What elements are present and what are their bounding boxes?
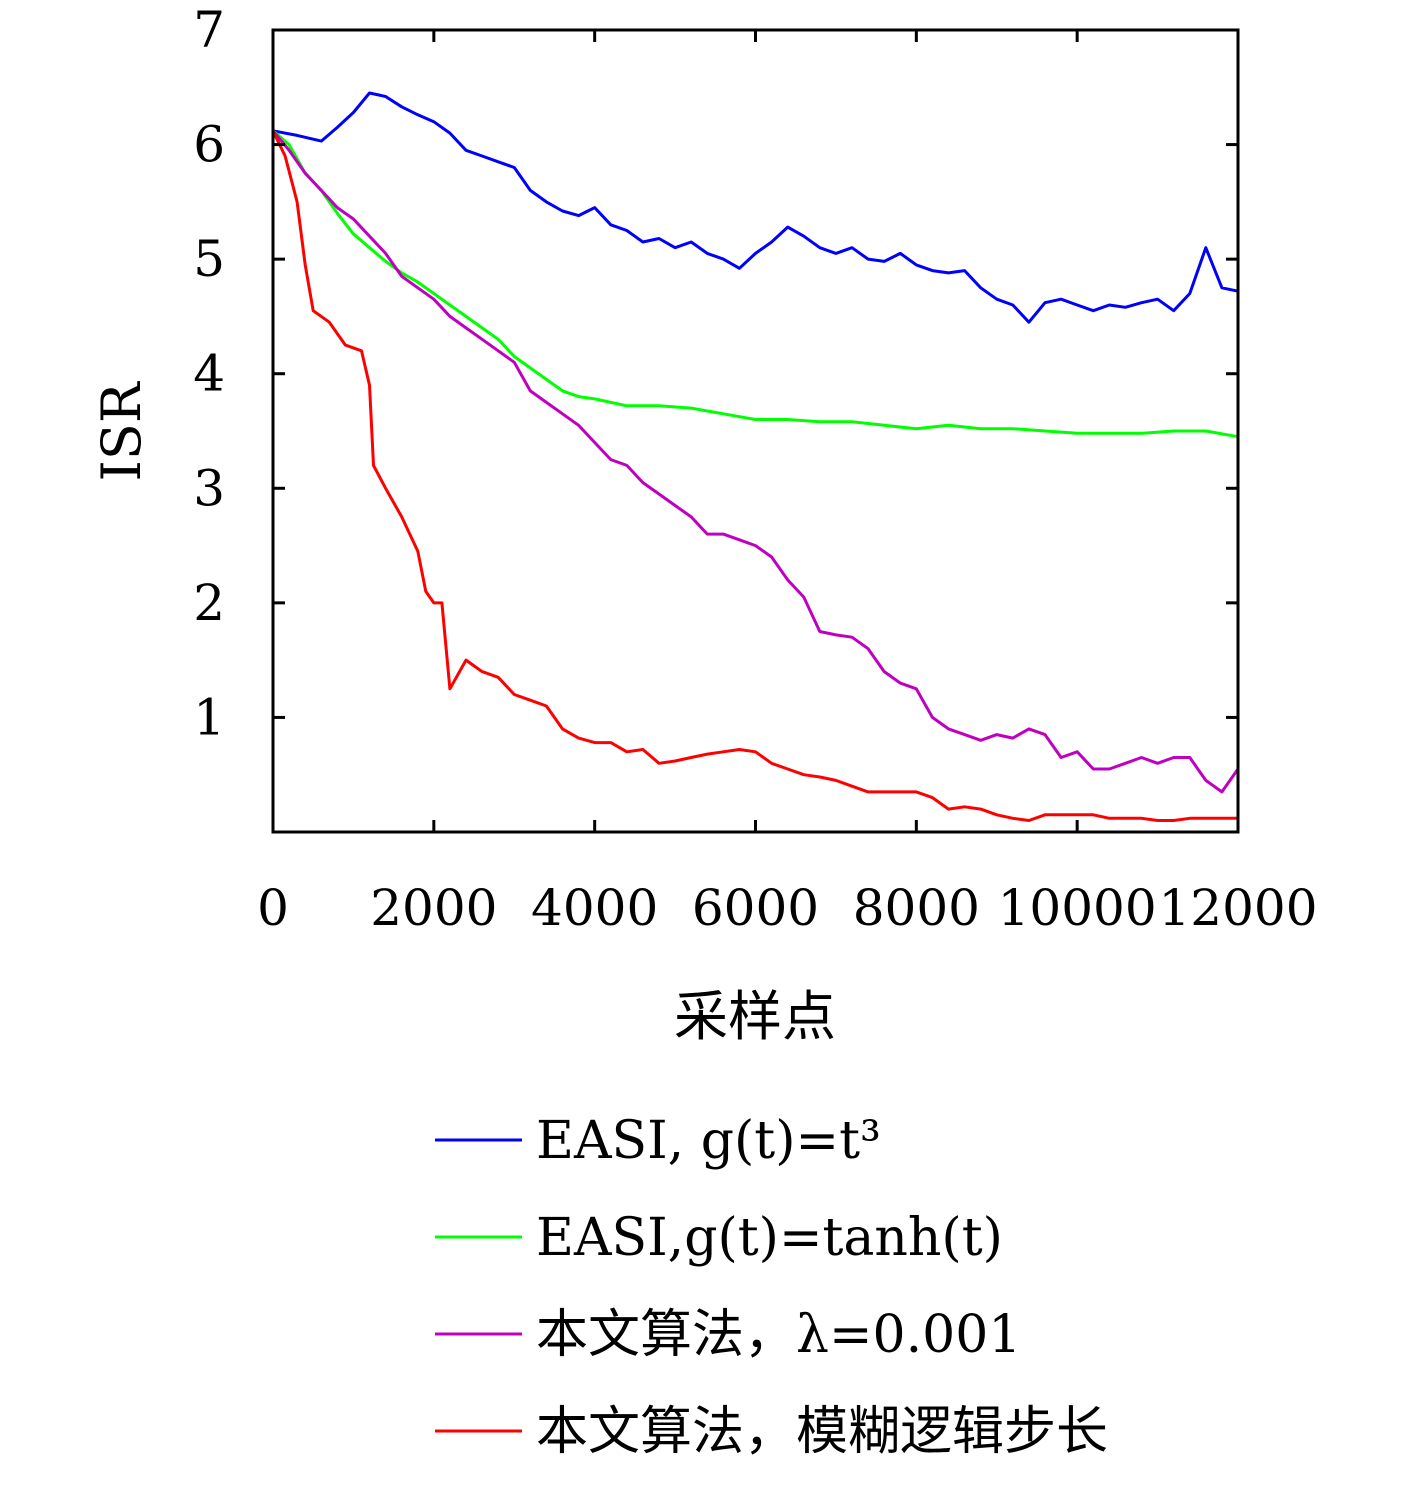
series-line-3 bbox=[271, 129, 1240, 794]
x-tick-label: 8000 bbox=[853, 879, 980, 937]
y-tick-label: 1 bbox=[193, 688, 225, 746]
y-tick-label: 6 bbox=[193, 116, 225, 174]
series-line-1 bbox=[272, 91, 1239, 324]
x-tick-label: 4000 bbox=[531, 879, 658, 937]
y-tick-label: 5 bbox=[193, 230, 225, 288]
y-tick-label: 7 bbox=[193, 1, 225, 59]
x-tick-label: 12000 bbox=[1158, 879, 1317, 937]
series-layer bbox=[271, 91, 1240, 822]
legend: EASI, g(t)=t³ EASI,g(t)=tanh(t) 本文算法，λ=0.0… bbox=[435, 1111, 1108, 1462]
legend-label-1: EASI, g(t)=t³ bbox=[536, 1111, 881, 1171]
x-tick-label: 2000 bbox=[370, 879, 497, 937]
y-tick-label: 3 bbox=[193, 459, 225, 517]
y-tick-label: 4 bbox=[193, 345, 225, 403]
x-axis-title: 采样点 bbox=[674, 985, 836, 1048]
series-line-2 bbox=[272, 129, 1239, 439]
x-tick-label: 0 bbox=[257, 879, 289, 937]
legend-label-4: 本文算法，模糊逻辑步长 bbox=[536, 1402, 1108, 1462]
ticks-layer: 0 2000 4000 6000 8000 10000 12000 1 2 3 4 5 6 7 bbox=[193, 1, 1317, 937]
series-line-4 bbox=[271, 130, 1238, 822]
y-axis-title: ISR bbox=[90, 381, 153, 481]
x-tick-label: 10000 bbox=[998, 879, 1157, 937]
legend-label-3: 本文算法，λ=0.001 bbox=[536, 1305, 1021, 1365]
x-tick-label: 6000 bbox=[692, 879, 819, 937]
y-tick-label: 2 bbox=[193, 574, 225, 632]
legend-label-2: EASI,g(t)=tanh(t) bbox=[536, 1208, 1003, 1268]
plot-frame bbox=[271, 28, 1240, 834]
axes-layer bbox=[271, 28, 1240, 834]
